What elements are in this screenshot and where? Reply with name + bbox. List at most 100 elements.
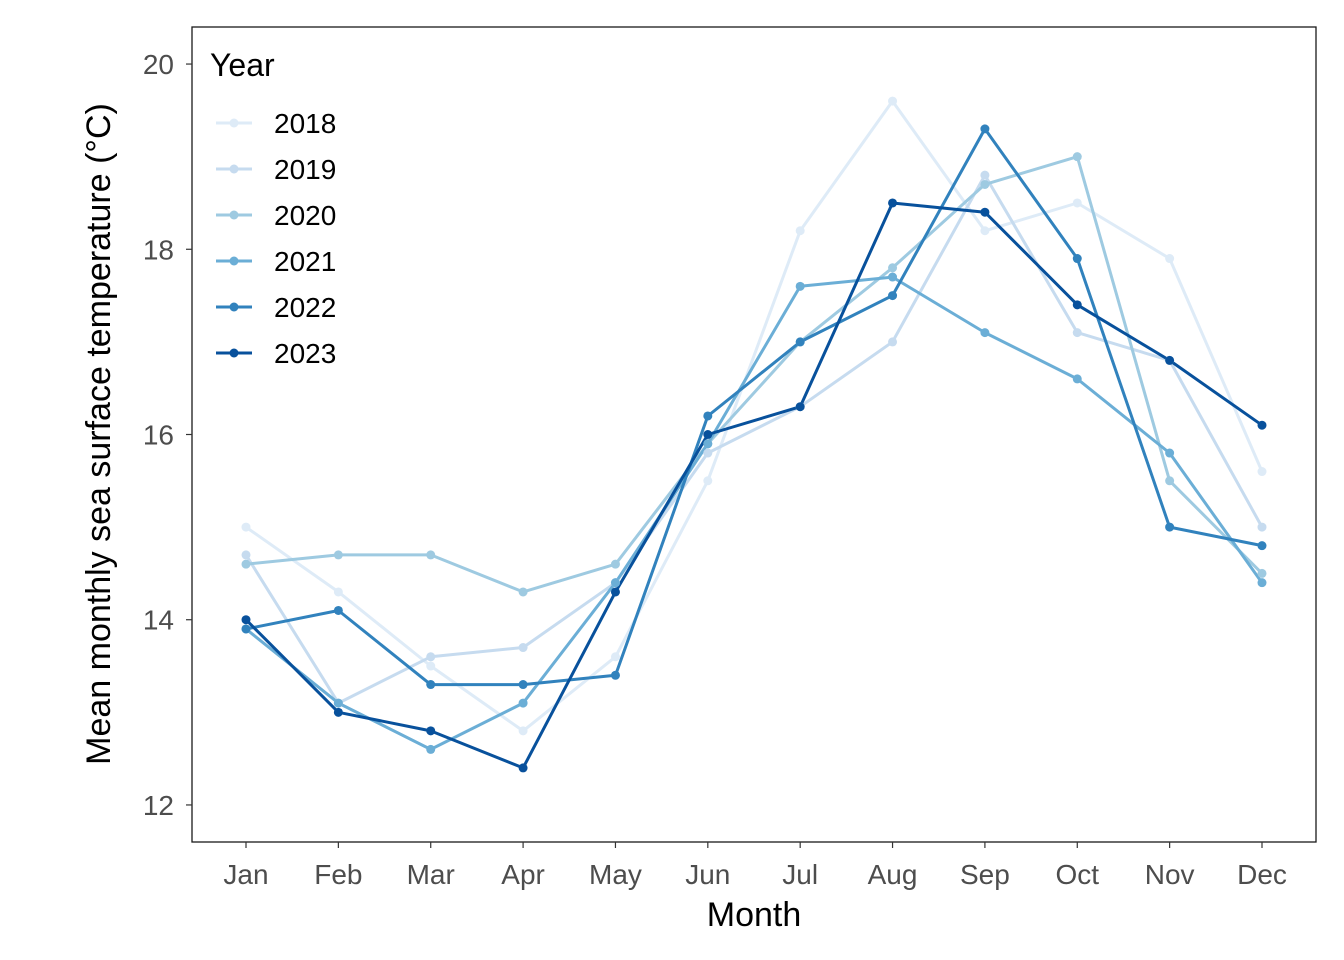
data-point-2021: [1072, 374, 1082, 384]
data-point-2022: [518, 680, 528, 690]
data-point-2021: [610, 578, 620, 588]
x-tick-label: Feb: [314, 859, 362, 890]
data-point-2023: [703, 430, 713, 439]
data-point-2019: [703, 448, 713, 458]
legend: Year 2018 2019 2020 2021 2022 2023: [210, 47, 336, 369]
data-point-2021: [980, 328, 990, 338]
series-line-2022: [245, 127, 1263, 687]
legend-key-point: [229, 164, 239, 174]
data-point-2023: [1165, 355, 1175, 365]
data-point-2023: [1072, 300, 1082, 310]
data-point-2022: [703, 411, 713, 421]
x-tick-label: May: [589, 859, 642, 890]
legend-label: 2021: [274, 246, 336, 277]
data-point-2018: [1257, 467, 1267, 477]
data-point-2022: [888, 291, 898, 301]
data-point-2022: [1072, 254, 1082, 264]
data-point-2023: [426, 726, 436, 736]
legend-label: 2020: [274, 200, 336, 231]
series-lines: [244, 99, 1264, 770]
data-point-2021: [795, 281, 805, 291]
legend-key-point: [229, 210, 239, 220]
data-point-2020: [1165, 476, 1175, 486]
data-point-2019: [426, 652, 436, 662]
data-point-2019: [980, 170, 990, 180]
data-point-2020: [610, 559, 620, 569]
data-point-2019: [241, 550, 251, 560]
data-point-2018: [333, 587, 343, 597]
data-point-2023: [795, 402, 805, 412]
data-point-2022: [1257, 541, 1267, 551]
y-tick-label: 18: [143, 234, 174, 265]
data-point-2018: [610, 652, 620, 662]
x-tick-label: Aug: [868, 859, 918, 890]
series-line-2019: [244, 173, 1264, 705]
data-point-2018: [241, 522, 251, 532]
x-tick-label: Oct: [1055, 859, 1099, 890]
data-point-2023: [241, 615, 251, 625]
legend-item-2020: 2020: [216, 200, 336, 231]
legend-key-point: [229, 256, 239, 266]
plot-panel: [191, 26, 1317, 843]
legend-item-2018: 2018: [216, 108, 336, 139]
data-point-2023: [610, 587, 620, 597]
y-axis-title: Mean monthly sea surface temperature (°C…: [80, 103, 118, 765]
y-tick-label: 16: [143, 420, 174, 451]
legend-key-point: [229, 118, 239, 128]
data-point-2022: [333, 605, 343, 615]
data-point-2020: [333, 550, 343, 560]
series-points: [241, 96, 1267, 773]
data-point-2022: [426, 680, 436, 690]
data-point-2022: [980, 124, 990, 134]
data-point-2018: [1072, 198, 1082, 208]
data-point-2020: [980, 179, 990, 189]
data-point-2023: [888, 198, 898, 208]
y-tick-label: 12: [143, 790, 174, 821]
data-point-2023: [333, 707, 343, 717]
data-point-2023: [980, 207, 990, 217]
legend-item-2021: 2021: [216, 246, 336, 277]
legend-label: 2018: [274, 108, 336, 139]
data-point-2022: [1165, 522, 1175, 532]
data-point-2021: [703, 439, 713, 449]
data-point-2020: [426, 550, 436, 560]
y-tick-label: 20: [143, 49, 174, 80]
data-point-2020: [888, 263, 898, 273]
legend-label: 2019: [274, 154, 336, 185]
legend-label: 2022: [274, 292, 336, 323]
y-axis: 12 14 16 18 20: [143, 49, 192, 821]
series-line-2020: [245, 155, 1264, 594]
data-point-2018: [703, 476, 713, 486]
data-point-2022: [795, 337, 805, 347]
legend-item-2022: 2022: [216, 292, 336, 323]
data-point-2018: [980, 226, 990, 236]
data-point-2023: [1257, 420, 1267, 430]
legend-item-2023: 2023: [216, 338, 336, 369]
x-tick-label: Jul: [782, 859, 818, 890]
legend-key-point: [229, 348, 239, 358]
data-point-2018: [426, 661, 436, 671]
data-point-2020: [1072, 152, 1082, 162]
data-point-2019: [518, 643, 528, 653]
data-point-2018: [888, 96, 898, 106]
x-tick-label: Jun: [685, 859, 730, 890]
data-point-2019: [1257, 522, 1267, 532]
data-point-2020: [518, 587, 528, 597]
x-tick-label: Nov: [1145, 859, 1195, 890]
data-point-2021: [333, 698, 343, 708]
y-tick-label: 14: [143, 605, 174, 636]
legend-label: 2023: [274, 338, 336, 369]
data-point-2021: [518, 698, 528, 708]
legend-title: Year: [210, 47, 275, 83]
data-point-2019: [888, 337, 898, 347]
data-point-2018: [518, 726, 528, 736]
data-point-2020: [1257, 568, 1267, 578]
x-tick-label: Jan: [223, 859, 268, 890]
data-point-2018: [1165, 254, 1175, 264]
x-axis-title: Month: [707, 896, 802, 934]
x-axis: Jan Feb Mar Apr May Jun Jul Aug Sep Oct Nov Dec: [223, 842, 1287, 890]
data-point-2021: [426, 744, 436, 754]
x-tick-label: Dec: [1237, 859, 1287, 890]
data-point-2023: [518, 763, 528, 773]
